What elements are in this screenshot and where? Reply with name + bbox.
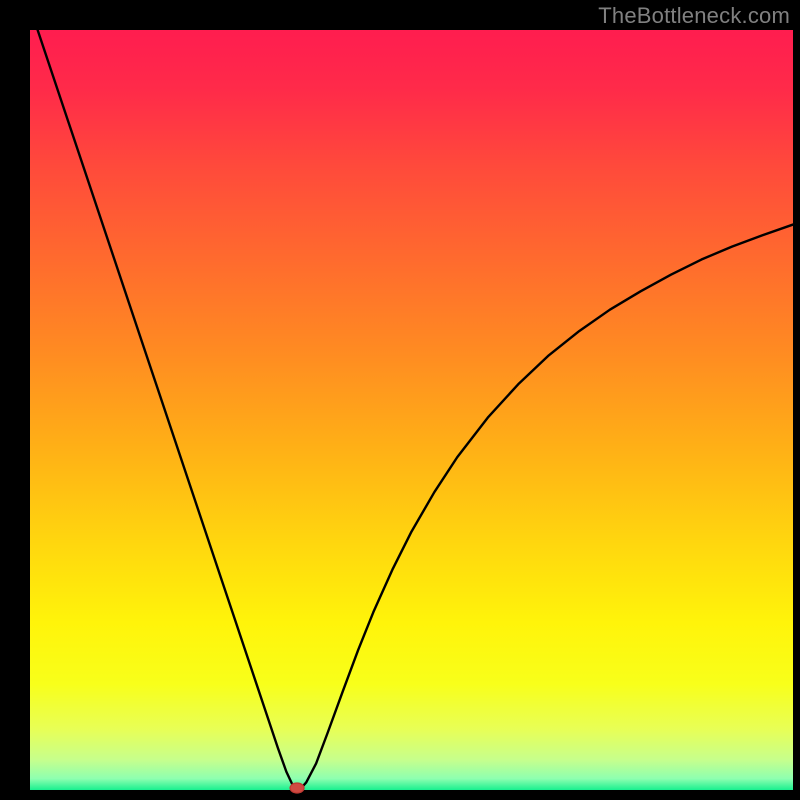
optimal-point-marker <box>290 783 304 793</box>
plot-background <box>30 30 793 790</box>
chart-container: TheBottleneck.com <box>0 0 800 800</box>
bottleneck-chart <box>0 0 800 800</box>
